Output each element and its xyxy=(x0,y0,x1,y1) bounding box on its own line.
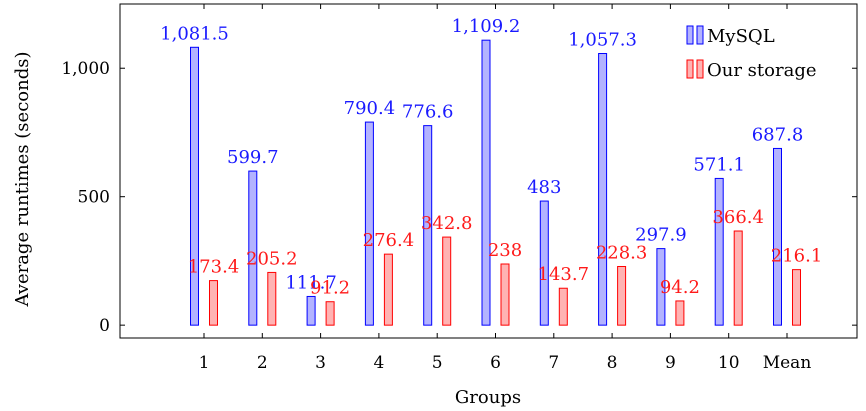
data-label-our-storage: 366.4 xyxy=(712,207,764,228)
data-label-mysql: 483 xyxy=(527,177,561,198)
x-tick-label: 9 xyxy=(665,353,676,373)
bar-mysql xyxy=(306,295,316,326)
bar-our-storage xyxy=(733,230,743,326)
bar-our-storage xyxy=(209,280,218,326)
bar-mysql xyxy=(714,177,724,326)
bar-mysql xyxy=(598,53,608,326)
data-label-mysql: 776.6 xyxy=(402,102,454,123)
plot-frame xyxy=(119,3,858,339)
x-tick-label: Mean xyxy=(763,353,812,373)
bar-our-storage xyxy=(792,269,801,326)
x-tick-label: 8 xyxy=(607,353,618,373)
y-tick-label: 0 xyxy=(99,316,110,336)
legend-swatch-our-storage xyxy=(686,59,694,79)
bar-our-storage xyxy=(325,301,335,326)
data-label-mysql: 1,081.5 xyxy=(160,23,229,44)
data-label-mysql: 297.9 xyxy=(635,225,687,246)
bar-mysql xyxy=(248,170,258,326)
y-tick-label: 500 xyxy=(78,188,110,208)
data-label-our-storage: 238 xyxy=(488,240,522,261)
data-label-mysql: 1,057.3 xyxy=(568,30,637,51)
data-label-mysql: 111.7 xyxy=(285,272,337,293)
data-label-our-storage: 205.2 xyxy=(246,248,298,269)
data-label-our-storage: 94.2 xyxy=(660,277,700,298)
data-label-our-storage: 91.2 xyxy=(310,278,350,299)
data-labels-layer: 1,081.5 599.7 111.7 790.4 776.6 1,109.2 483 1,0… xyxy=(160,16,822,299)
legend-entry-our-storage: Our storage xyxy=(686,59,817,81)
x-tick-label: 7 xyxy=(548,353,559,373)
bar-our-storage xyxy=(500,263,510,326)
bar-our-storage xyxy=(675,300,685,326)
bars-layer xyxy=(190,39,801,326)
bar-mysql xyxy=(539,200,549,326)
data-label-our-storage: 276.4 xyxy=(363,230,415,251)
x-tick-label: 10 xyxy=(718,353,740,373)
bar-mysql xyxy=(364,121,374,326)
legend-box xyxy=(680,10,847,86)
bar-our-storage xyxy=(617,265,627,326)
data-label-our-storage: 143.7 xyxy=(538,264,590,285)
bar-mysql xyxy=(656,248,666,326)
x-tick-label: 5 xyxy=(432,353,443,373)
bar-our-storage xyxy=(267,271,277,326)
legend-entry-mysql: MySQL xyxy=(686,25,775,47)
data-label-our-storage: 228.3 xyxy=(596,242,648,263)
data-label-mysql: 790.4 xyxy=(344,98,396,119)
x-tick-label: 4 xyxy=(373,353,384,373)
x-tick-label: 3 xyxy=(315,353,326,373)
bar-our-storage xyxy=(383,253,393,326)
bar-mysql xyxy=(773,147,782,326)
bar-mysql xyxy=(481,39,491,326)
x-tick-label: 6 xyxy=(490,353,501,373)
data-label-our-storage: 173.4 xyxy=(188,257,240,278)
y-axis-title: Average runtimes (seconds) xyxy=(12,52,33,308)
data-label-mysql: 687.8 xyxy=(752,124,804,145)
bar-mysql xyxy=(423,125,433,326)
data-label-our-storage: 342.8 xyxy=(421,213,473,234)
legend-swatch-mysql xyxy=(696,25,704,45)
bar-our-storage xyxy=(442,236,452,326)
data-label-mysql: 1,109.2 xyxy=(452,16,521,37)
y-tick-label: 1,000 xyxy=(61,59,110,79)
x-tick-label: 2 xyxy=(257,353,268,373)
legend-swatch-our-storage xyxy=(696,59,704,79)
legend: MySQL Our storage xyxy=(680,10,847,86)
data-label-mysql: 571.1 xyxy=(693,154,745,175)
bar-mysql xyxy=(190,46,199,326)
data-label-mysql: 599.7 xyxy=(227,147,279,168)
legend-label-mysql: MySQL xyxy=(707,26,775,47)
legend-swatch-mysql xyxy=(686,25,694,45)
axes-layer: 0 500 1,000 1 2 3 4 5 6 7 8 9 10 Mean xyxy=(61,3,858,373)
bar-our-storage xyxy=(558,287,568,326)
x-tick-label: 1 xyxy=(199,353,210,373)
legend-label-our-storage: Our storage xyxy=(707,60,817,81)
data-label-our-storage: 216.1 xyxy=(771,246,823,267)
x-axis-title: Groups xyxy=(455,387,521,408)
